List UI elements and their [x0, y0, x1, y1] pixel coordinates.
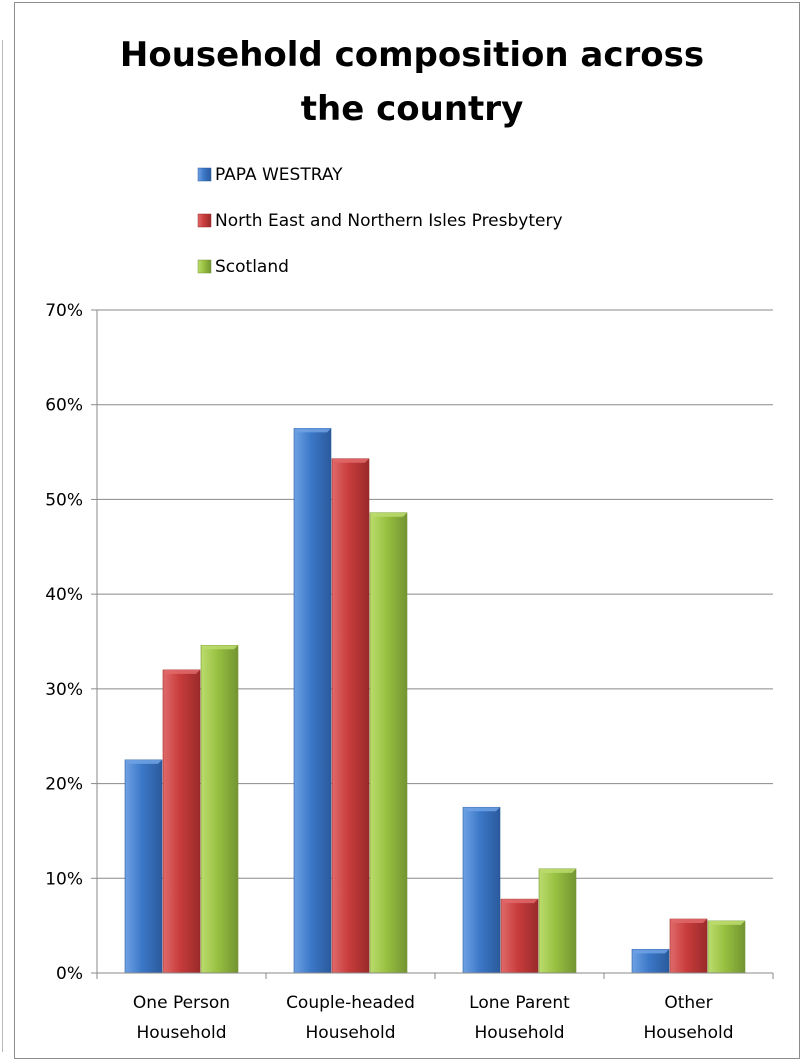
- bar-top-bevel: [632, 949, 669, 954]
- bar-top-bevel: [294, 428, 331, 433]
- y-tick-label: 40%: [45, 585, 83, 605]
- bar: [369, 512, 408, 974]
- y-tick-label: 30%: [45, 680, 83, 700]
- gridlines: [97, 309, 773, 879]
- x-axis: One Person Household Couple-headed Househol…: [96, 972, 774, 1043]
- bar-top-bevel: [670, 919, 707, 924]
- bar: [162, 669, 201, 974]
- y-tick-label: 70%: [45, 301, 83, 321]
- x-tick-label: Household: [475, 1023, 565, 1043]
- x-tick-label: One Person: [133, 993, 230, 1013]
- legend-label: PAPA WESTRAY: [215, 165, 343, 185]
- bar-top-bevel: [370, 512, 407, 517]
- x-tick-label: Lone Parent: [469, 993, 570, 1013]
- x-tick-label: Household: [306, 1023, 396, 1043]
- left-divider: [2, 40, 3, 1052]
- legend-swatch: [197, 167, 212, 182]
- bar-top-bevel: [201, 645, 238, 650]
- bars: [124, 428, 746, 974]
- legend-label: North East and Northern Isles Presbytery: [215, 211, 563, 231]
- bar: [331, 458, 370, 974]
- legend-label: Scotland: [215, 257, 289, 277]
- y-tick-label: 0%: [56, 964, 83, 984]
- y-tick-label: 60%: [45, 396, 83, 416]
- legend-swatch: [197, 259, 212, 274]
- bar-top-bevel: [539, 868, 576, 873]
- bar: [669, 918, 708, 974]
- x-tick-label: Household: [137, 1023, 227, 1043]
- y-tick-label: 10%: [45, 869, 83, 889]
- bar: [293, 428, 332, 974]
- bar: [538, 868, 577, 974]
- legend: PAPA WESTRAY North East and Northern Isle…: [197, 165, 563, 277]
- x-tick-label: Other: [664, 993, 712, 1013]
- chart-title-line-1: Household composition across: [120, 35, 704, 75]
- legend-swatch: [197, 213, 212, 228]
- bar: [200, 644, 239, 974]
- bar-top-bevel: [163, 669, 200, 674]
- x-tick-label: Household: [644, 1023, 734, 1043]
- y-axis: 0% 10% 20% 30% 40% 50% 60% 70%: [45, 301, 98, 984]
- bar-top-bevel: [708, 920, 745, 925]
- bar: [707, 920, 746, 974]
- bar: [500, 898, 539, 974]
- bar-top-bevel: [332, 458, 369, 463]
- chart-title-line-2: the country: [301, 89, 523, 129]
- x-tick-label: Couple-headed: [286, 993, 415, 1013]
- bar: [124, 759, 163, 974]
- chart-title: Household composition across the country: [120, 35, 704, 129]
- y-tick-label: 50%: [45, 490, 83, 510]
- bar-top-bevel: [125, 759, 162, 764]
- bar-top-bevel: [501, 899, 538, 904]
- y-tick-label: 20%: [45, 775, 83, 795]
- bar-top-bevel: [463, 807, 500, 812]
- bar: [462, 806, 501, 974]
